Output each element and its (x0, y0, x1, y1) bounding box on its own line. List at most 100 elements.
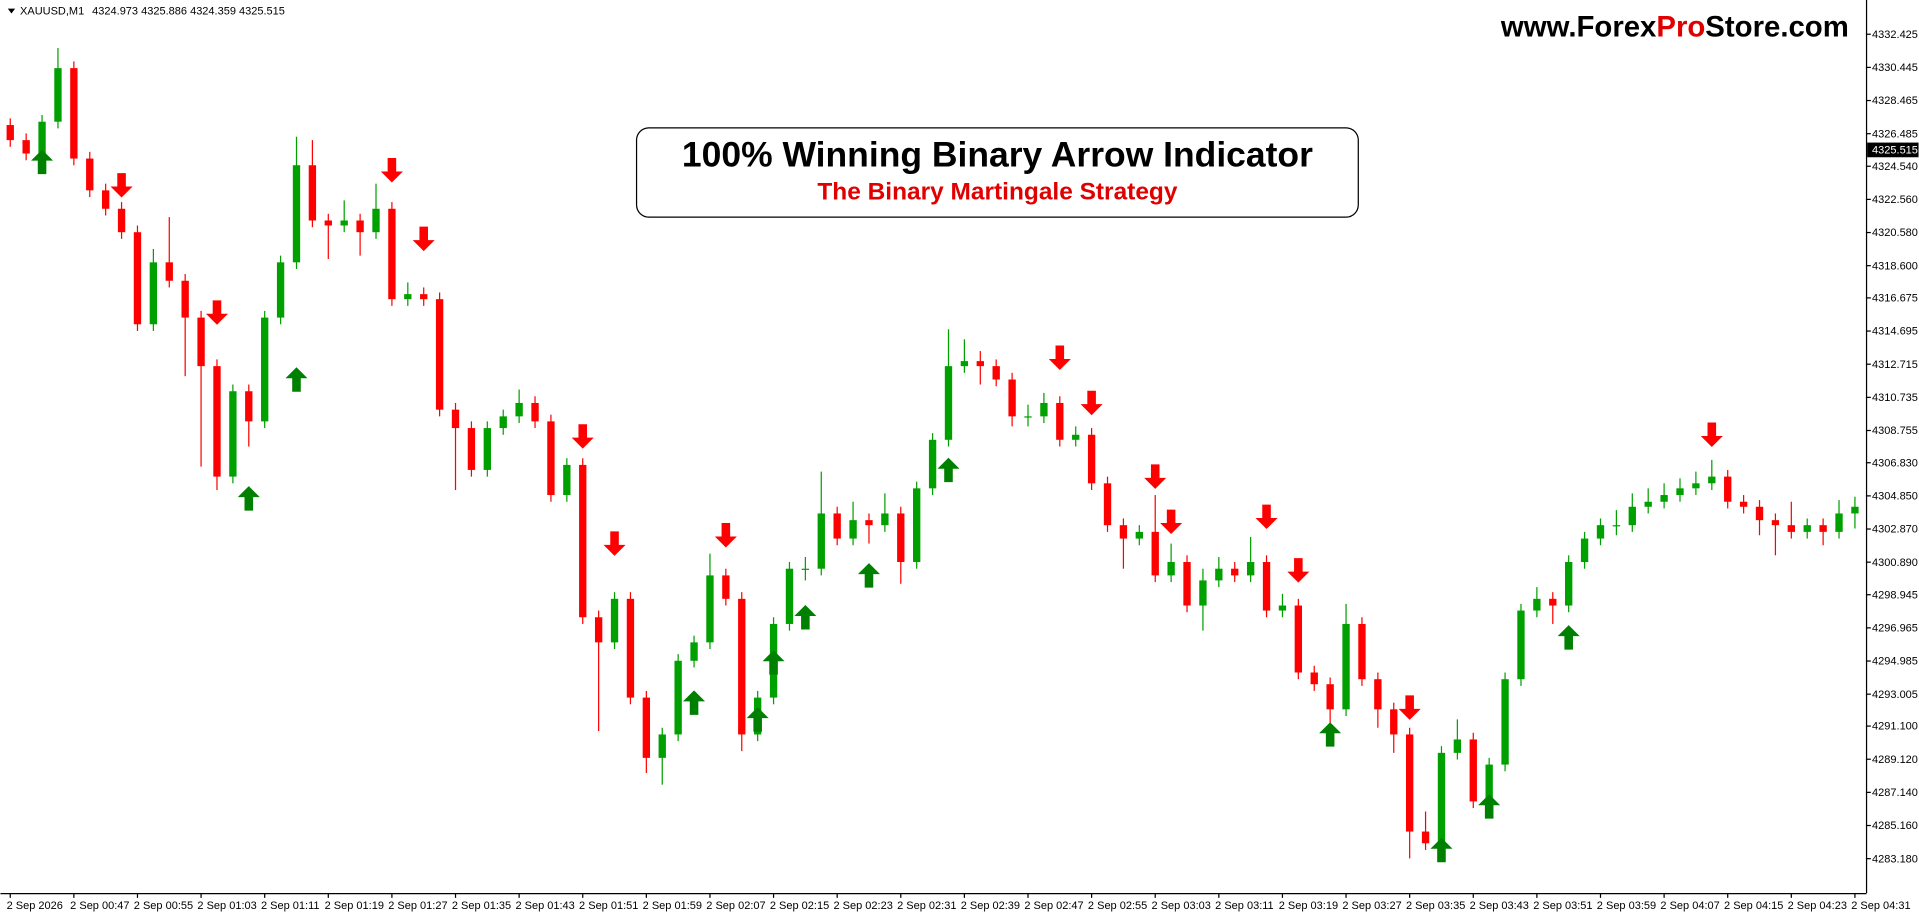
candle-body (563, 464, 571, 496)
candle-body (1374, 679, 1382, 710)
candle-body (992, 366, 1000, 380)
candle-body (722, 575, 730, 599)
candle-body (547, 421, 555, 496)
candle-body (101, 190, 110, 209)
x-tick-label: 2 Sep 01:03 (197, 900, 256, 912)
candle-body (1326, 684, 1334, 710)
x-tick-label: 2 Sep 04:31 (1851, 900, 1910, 912)
candle-body (1215, 568, 1223, 581)
candle-body (1278, 605, 1287, 611)
buy-arrow (746, 707, 769, 732)
y-tick-label: 4289.120 (1872, 754, 1918, 766)
candle-body (1358, 623, 1366, 680)
menu-triangle[interactable] (7, 8, 16, 14)
x-tick-label: 2 Sep 02:07 (706, 900, 765, 912)
candle-body (499, 416, 507, 429)
candle-body (1501, 679, 1509, 765)
buy-arrow (762, 650, 785, 675)
candle-body (1580, 538, 1589, 563)
candle-body (817, 513, 825, 569)
candle-body (1596, 525, 1605, 539)
candle-body (388, 208, 396, 300)
x-tick-label: 2 Sep 03:19 (1279, 900, 1338, 912)
candle-body (1819, 525, 1827, 532)
candle-body (1151, 531, 1159, 576)
candle-body (467, 428, 476, 470)
candle-body (865, 520, 873, 526)
candle-body (1008, 379, 1016, 417)
x-tick-label: 2 Sep 01:27 (388, 900, 447, 912)
y-tick-label: 4287.140 (1872, 787, 1918, 799)
candle-body (642, 697, 651, 758)
candle-body (86, 158, 94, 191)
candle-body (1119, 525, 1128, 539)
x-tick-label: 2 Sep 02:55 (1088, 900, 1147, 912)
candle-body (1294, 605, 1303, 673)
candle-body (1087, 434, 1096, 484)
candle-body (451, 409, 460, 429)
sell-arrow (571, 424, 594, 449)
candle-body (1755, 506, 1764, 521)
candle-body (1485, 764, 1493, 802)
sell-arrow (1398, 695, 1421, 720)
sell-arrow (412, 226, 435, 252)
candle-body (1056, 402, 1064, 440)
x-tick-label: 2 Sep 03:11 (1215, 900, 1274, 912)
y-tick-label: 4304.850 (1872, 491, 1918, 503)
candle-body (944, 366, 953, 440)
candle-body (149, 262, 158, 325)
candle-body (1612, 525, 1621, 527)
y-tick-label: 4310.735 (1872, 392, 1918, 404)
candle-body (308, 165, 317, 221)
candle-body (1851, 506, 1859, 514)
candle-body (881, 513, 889, 526)
candle-body (6, 125, 14, 141)
y-tick-label: 4314.695 (1872, 326, 1918, 338)
y-tick-label: 4293.005 (1872, 689, 1918, 701)
sell-arrow (1048, 345, 1071, 370)
y-tick-label: 4302.870 (1872, 524, 1918, 536)
plot: 4332.425 4330.445 4328.465 4326.485 4324.540… (7, 29, 1919, 912)
candle-body (1533, 598, 1541, 611)
candle-body (38, 121, 46, 154)
candle-body (181, 280, 189, 318)
candle-body (1517, 610, 1525, 680)
candle-body (1549, 598, 1557, 606)
sell-arrow (110, 173, 133, 198)
candle-body (1453, 739, 1462, 753)
candle-body (1199, 580, 1207, 606)
candle-body (1676, 488, 1684, 496)
y-tick-label: 4291.100 (1872, 721, 1918, 733)
y-tick-label: 4308.755 (1872, 425, 1918, 437)
candle-body (483, 428, 491, 470)
candle-body (213, 366, 221, 477)
candle-body (1103, 483, 1112, 526)
candle-body (229, 391, 237, 477)
candle-body (356, 220, 364, 233)
buy-arrow (937, 457, 960, 483)
buy-arrow (237, 486, 260, 511)
candle-body (117, 208, 126, 233)
candle-body (1437, 752, 1446, 844)
candle-body (531, 402, 539, 422)
y-tick-label: 4294.985 (1872, 656, 1918, 668)
candle-body (1469, 739, 1477, 802)
candle-body (833, 513, 841, 539)
y-tick-label: 4296.965 (1872, 623, 1918, 635)
x-tick-label: 2 Sep 01:11 (261, 900, 320, 912)
sell-arrow (1144, 464, 1167, 489)
candle-body (435, 299, 444, 410)
candle-body (1183, 562, 1191, 606)
y-tick-label: 4312.715 (1872, 359, 1918, 371)
candle-body (674, 660, 682, 735)
close-price: 4325.515 (239, 6, 285, 18)
x-tick-label: 2 Sep 03:27 (1342, 900, 1401, 912)
sell-arrow (380, 158, 403, 183)
x-tick-label: 2 Sep 00:47 (70, 900, 129, 912)
x-tick-label: 2 Sep 01:59 (643, 900, 702, 912)
sell-arrow (1700, 422, 1723, 448)
x-tick-label: 2 Sep 04:23 (1788, 900, 1847, 912)
sell-arrow (714, 522, 737, 548)
candle-body (1405, 734, 1414, 832)
